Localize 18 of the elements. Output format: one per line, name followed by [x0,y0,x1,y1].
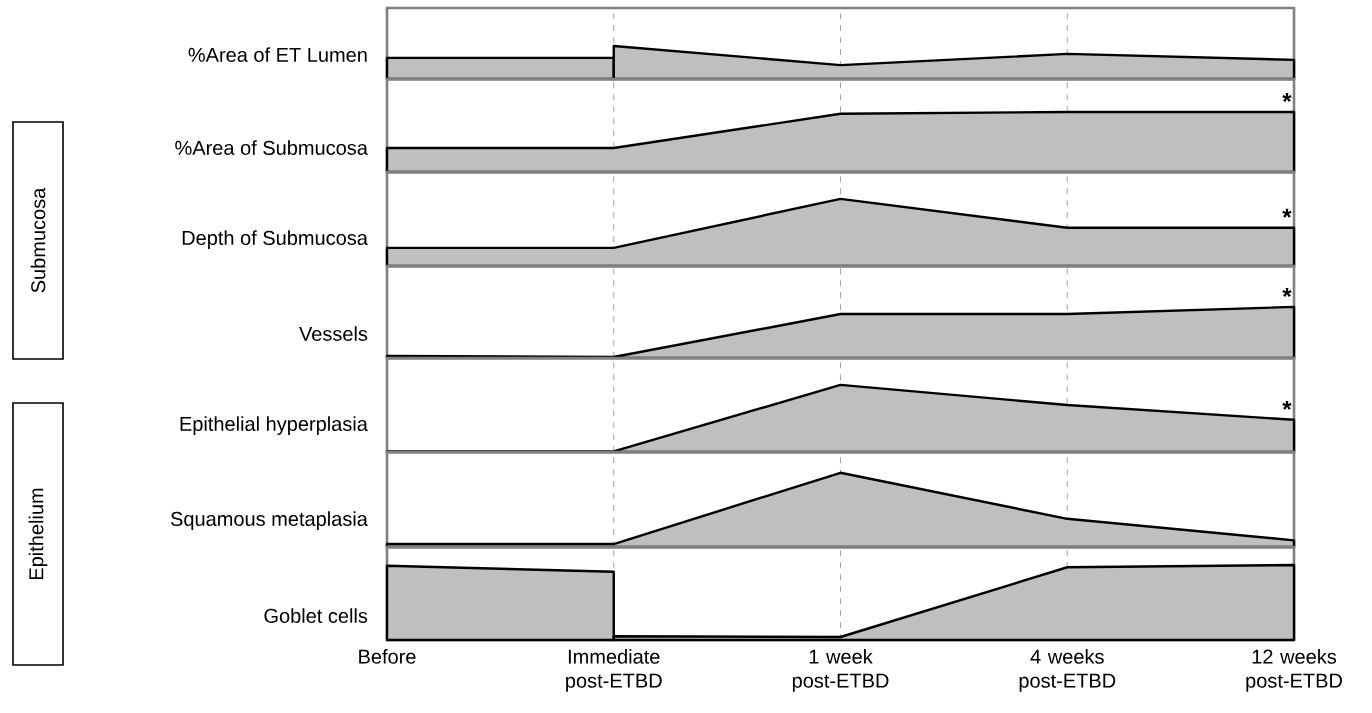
annotation: * [1282,400,1292,410]
annotation: * [1282,208,1292,218]
y-axis-title: Goblet cells [264,608,368,623]
annotation: * [1282,93,1292,103]
x-tick-label: Before [359,649,416,664]
x-tick-label: 12 weeks post-ETBD [1246,649,1342,692]
x-tick-label: 4 weeks post-ETBD [1019,649,1116,692]
y-axis-title: %Area of ET Lumen [188,47,367,62]
y-axis-title: Epithelial hyperplasia [180,416,368,435]
text: Epithelium [28,488,48,580]
y-axis-title: Vessels [299,326,368,341]
y-axis-title: %Area of Submucosa [175,140,368,155]
x-tick-label: Immediate post-ETBD [566,649,662,692]
annotation: * [1282,288,1292,297]
text: Submucosa [30,187,46,293]
x-tick-label: 1 week post-ETBD [792,649,889,692]
y-axis-title: Depth of Submucosa [182,230,368,249]
y-axis-title: Squamous metaplasia [170,511,368,530]
